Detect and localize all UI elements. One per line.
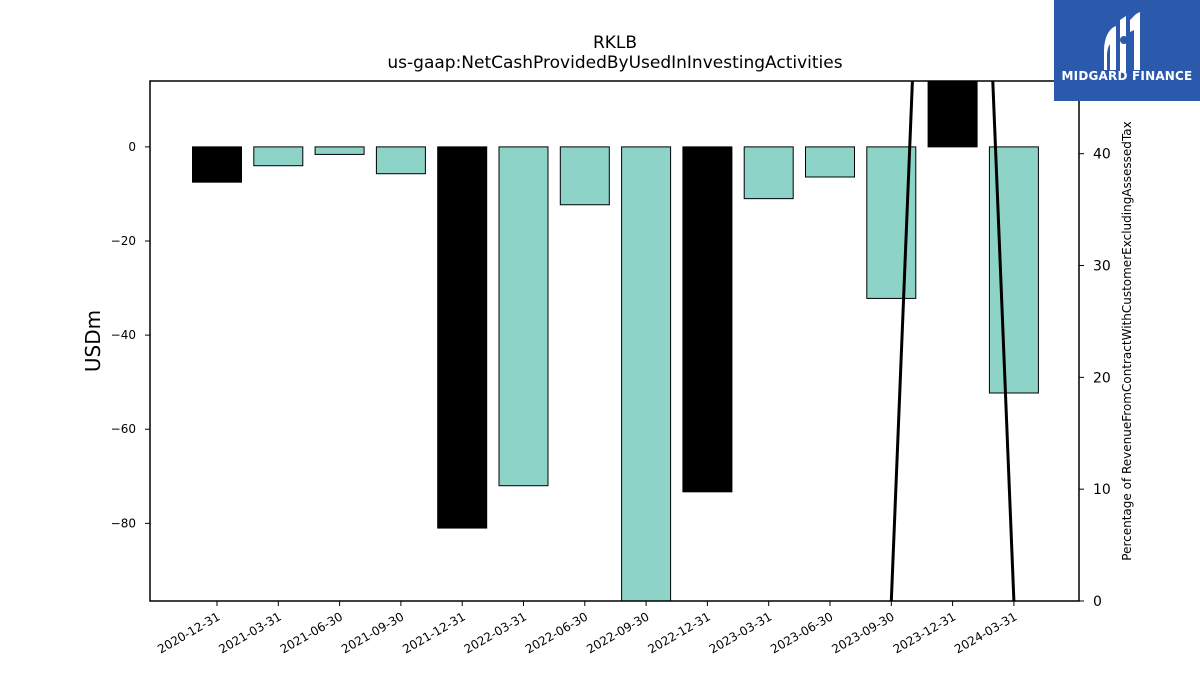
y2-axis-ticks: 0 10 20 30 40 <box>1079 147 1111 610</box>
plot-frame <box>149 80 1080 602</box>
bar <box>375 146 426 175</box>
x-tick-label: 2023-09-30 <box>829 609 896 656</box>
bar <box>437 146 488 529</box>
y2-tick-label: 20 <box>1093 370 1111 386</box>
bar <box>498 146 549 487</box>
x-tick-label: 2021-09-30 <box>339 609 406 656</box>
x-tick-label: 2021-12-31 <box>400 609 467 656</box>
bar <box>314 146 365 155</box>
y2-axis-label: Percentage of RevenueFromContractWithCus… <box>1120 121 1134 560</box>
x-tick-label: 2020-12-31 <box>155 609 222 656</box>
x-tick-label: 2022-12-31 <box>645 609 712 656</box>
bars-group <box>192 80 1039 602</box>
y-tick-label: −40 <box>111 328 136 342</box>
x-tick-label: 2022-09-30 <box>584 609 651 656</box>
x-tick-label: 2022-03-31 <box>462 609 529 656</box>
x-tick-label: 2022-06-30 <box>523 609 590 656</box>
y-axis-label: USDm <box>81 310 105 372</box>
chart-title: RKLB <box>593 33 637 53</box>
midgard-finance-logo: MIDGARD FINANCE <box>1054 0 1200 101</box>
y-tick-label: −60 <box>111 422 136 436</box>
x-tick-label: 2024-03-31 <box>952 609 1019 656</box>
bar <box>927 80 978 148</box>
bar <box>192 146 242 183</box>
x-tick-label: 2021-03-31 <box>216 609 283 656</box>
y2-tick-label: 10 <box>1093 482 1111 498</box>
x-tick-label: 2023-12-31 <box>891 609 958 656</box>
y2-tick-label: 40 <box>1093 147 1111 163</box>
y-tick-label: −80 <box>111 516 136 530</box>
logo-text: MIDGARD FINANCE <box>1061 69 1193 83</box>
y-tick-label: 0 <box>128 140 136 154</box>
bar <box>743 146 794 200</box>
y2-tick-label: 0 <box>1093 594 1102 610</box>
bar <box>805 146 855 178</box>
y2-tick-label: 30 <box>1093 259 1111 275</box>
logo-mark-icon <box>1104 12 1140 72</box>
x-axis-ticks: 2020-12-312021-03-312021-06-302021-09-30… <box>155 601 1019 656</box>
bar <box>621 146 672 602</box>
y-axis-ticks: 0 −20 −40 −60 −80 <box>111 140 150 530</box>
y-tick-label: −20 <box>111 234 136 248</box>
x-tick-label: 2023-06-30 <box>768 609 835 656</box>
bar <box>682 146 733 493</box>
bar <box>559 146 610 206</box>
x-tick-label: 2021-06-30 <box>278 609 345 656</box>
bar <box>253 146 304 167</box>
x-tick-label: 2023-03-31 <box>707 609 774 656</box>
chart-subtitle: us-gaap:NetCashProvidedByUsedInInvesting… <box>387 53 842 73</box>
percentage-line <box>889 81 1016 601</box>
